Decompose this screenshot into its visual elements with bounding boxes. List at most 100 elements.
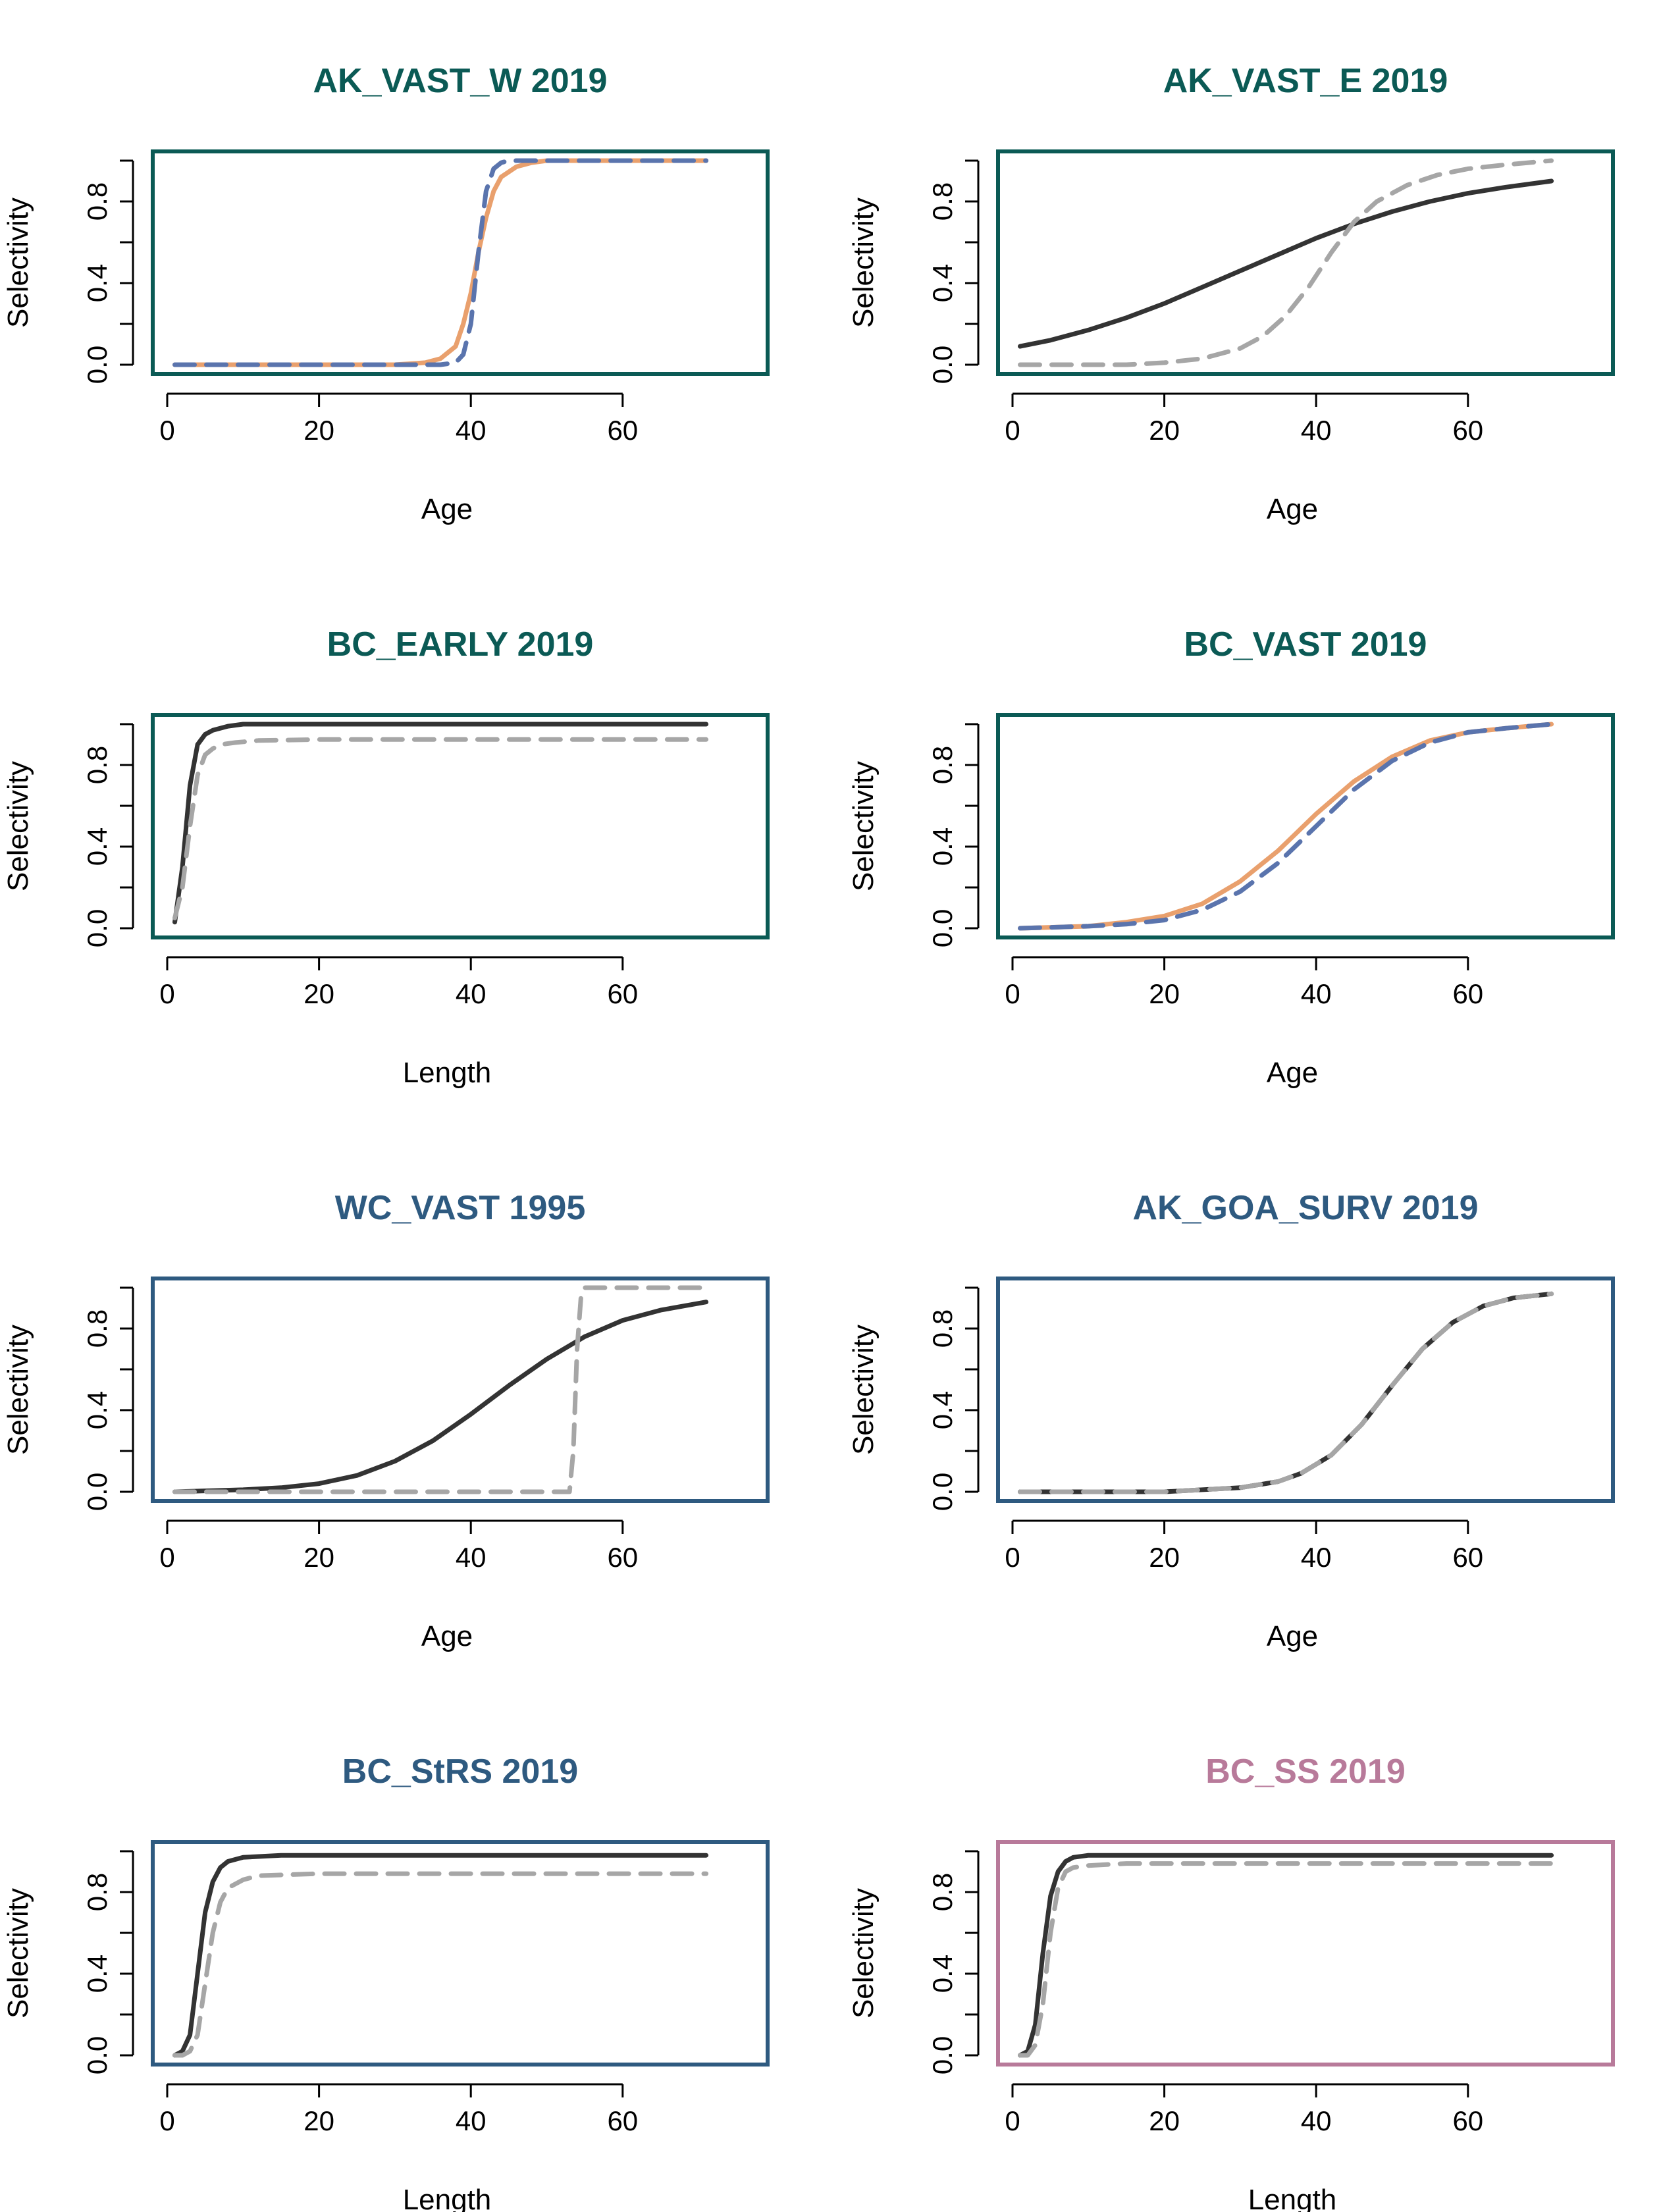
x-axis-label: Age [421, 1620, 473, 1652]
series-line-1 [172, 158, 709, 367]
y-tick-label: 0.0 [927, 2036, 958, 2074]
x-tick-label: 40 [1301, 1542, 1332, 1573]
chart-title: BC_StRS 2019 [342, 1752, 578, 1791]
series-line-2 [1018, 158, 1554, 367]
plot-frame [151, 713, 770, 939]
x-axis-label: Age [1267, 1057, 1318, 1089]
x-tick-label: 40 [456, 978, 487, 1009]
y-tick-label: 0.4 [927, 264, 958, 302]
series-line-2 [1018, 1291, 1554, 1494]
plot-frame [996, 149, 1615, 376]
x-tick-label: 20 [1149, 415, 1180, 446]
x-axis-label: Length [403, 1057, 492, 1089]
x-tick-label: 60 [607, 978, 638, 1009]
x-axis-label: Age [1267, 1620, 1318, 1652]
y-tick-label: 0.8 [927, 1309, 958, 1348]
x-tick-label: 20 [1149, 2105, 1180, 2136]
x-tick-label: 60 [607, 1542, 638, 1573]
series-line-1 [1018, 1853, 1554, 2058]
y-tick-label: 0.0 [82, 346, 113, 384]
y-tick-label: 0.8 [82, 746, 113, 784]
series-line-2 [172, 158, 709, 367]
y-tick-label: 0.4 [82, 828, 113, 866]
x-tick-label: 60 [607, 2105, 638, 2136]
x-tick-label: 60 [1452, 2105, 1483, 2136]
series-line-2 [1018, 1861, 1554, 2058]
chart-panel-2: AK_VAST_E 2019 0 20 40 60 Age 0.0 0.4 0.8 Selecti… [847, 62, 1615, 525]
x-tick-label: 60 [1452, 1542, 1483, 1573]
x-tick-label: 0 [1005, 1542, 1020, 1573]
series-line-2 [172, 737, 709, 920]
x-tick-label: 20 [1149, 978, 1180, 1009]
chart-panel-6: AK_GOA_SURV 2019 0 20 40 60 Age 0.0 0.4 0.8 Selec… [847, 1189, 1615, 1652]
chart-title: BC_VAST 2019 [1184, 625, 1427, 664]
y-tick-label: 0.8 [82, 1309, 113, 1348]
plot-frame [996, 713, 1615, 939]
x-tick-label: 20 [1149, 1542, 1180, 1573]
x-tick-label: 0 [159, 978, 174, 1009]
chart-title: AK_VAST_W 2019 [313, 62, 608, 100]
y-tick-label: 0.8 [927, 746, 958, 784]
plot-frame [996, 1277, 1615, 1503]
y-tick-label: 0.4 [82, 1955, 113, 1993]
series-line-1 [172, 1853, 709, 2058]
y-tick-label: 0.0 [927, 346, 958, 384]
chart-panel-8: BC_SS 2019 0 20 40 60 Length 0.0 0.4 0.8 Selectiv… [847, 1752, 1615, 2212]
x-axis-label: Length [1248, 2184, 1337, 2212]
x-tick-label: 0 [1005, 415, 1020, 446]
x-tick-label: 60 [1452, 415, 1483, 446]
x-tick-label: 60 [607, 415, 638, 446]
series-line-1 [172, 722, 709, 925]
x-axis-label: Age [421, 493, 473, 525]
y-tick-label: 0.4 [927, 1955, 958, 1993]
chart-title: AK_VAST_E 2019 [1163, 62, 1448, 100]
y-tick-label: 0.4 [927, 828, 958, 866]
y-axis-label: Selectivity [847, 1888, 880, 2018]
y-tick-label: 0.0 [82, 1473, 113, 1511]
x-axis-label: Age [1267, 493, 1318, 525]
y-axis-label: Selectivity [847, 198, 880, 328]
y-axis-label: Selectivity [2, 1888, 34, 2018]
series-line-1 [1018, 178, 1554, 349]
y-tick-label: 0.0 [82, 909, 113, 947]
y-tick-label: 0.0 [927, 1473, 958, 1511]
x-tick-label: 20 [303, 415, 334, 446]
x-tick-label: 40 [1301, 415, 1332, 446]
x-tick-label: 40 [1301, 2105, 1332, 2136]
y-axis-label: Selectivity [2, 198, 34, 328]
y-axis-label: Selectivity [2, 1325, 34, 1455]
x-tick-label: 20 [303, 1542, 334, 1573]
y-axis-label: Selectivity [847, 761, 880, 891]
x-tick-label: 20 [303, 2105, 334, 2136]
chart-title: AK_GOA_SURV 2019 [1132, 1189, 1478, 1227]
x-tick-label: 20 [303, 978, 334, 1009]
chart-title: BC_SS 2019 [1205, 1752, 1406, 1791]
plot-frame [151, 1277, 770, 1503]
y-tick-label: 0.8 [82, 1873, 113, 1911]
x-tick-label: 40 [456, 415, 487, 446]
series-line-1 [1018, 1291, 1554, 1494]
y-axis-label: Selectivity [2, 761, 34, 891]
y-tick-label: 0.4 [82, 264, 113, 302]
x-tick-label: 0 [159, 2105, 174, 2136]
chart-panel-4: BC_VAST 2019 0 20 40 60 Age 0.0 0.4 0.8 Selectivi… [847, 625, 1615, 1089]
chart-title: WC_VAST 1995 [335, 1189, 586, 1227]
x-axis-label: Length [403, 2184, 492, 2212]
chart-panel-5: WC_VAST 1995 0 20 40 60 Age 0.0 0.4 0.8 Selectivi… [2, 1189, 770, 1652]
series-line-1 [172, 1300, 709, 1494]
y-tick-label: 0.8 [927, 1873, 958, 1911]
x-tick-label: 60 [1452, 978, 1483, 1009]
x-tick-label: 40 [456, 1542, 487, 1573]
series-line-2 [1018, 722, 1554, 931]
plot-frame [996, 1840, 1615, 2067]
x-tick-label: 0 [159, 1542, 174, 1573]
chart-panel-3: BC_EARLY 2019 0 20 40 60 Length 0.0 0.4 0.8 Selec… [2, 625, 770, 1089]
x-tick-label: 0 [1005, 978, 1020, 1009]
y-tick-label: 0.4 [927, 1391, 958, 1429]
chart-panel-1: AK_VAST_W 2019 0 20 40 60 Age 0.0 0.4 0.8 Selecti… [2, 62, 770, 525]
y-axis-label: Selectivity [847, 1325, 880, 1455]
x-tick-label: 0 [159, 415, 174, 446]
x-tick-label: 40 [456, 2105, 487, 2136]
plot-frame [151, 149, 770, 376]
